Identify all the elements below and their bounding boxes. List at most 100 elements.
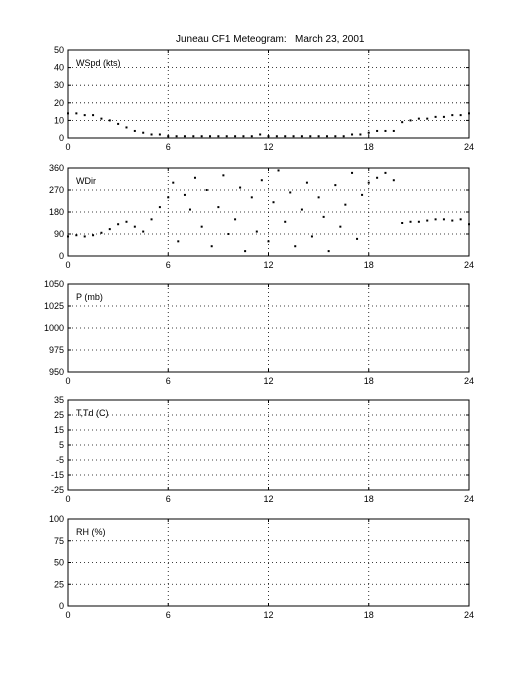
data-point <box>75 234 78 237</box>
data-point <box>217 135 220 138</box>
y-tick-label: 180 <box>49 207 64 217</box>
data-point <box>217 206 220 209</box>
data-point <box>325 135 328 138</box>
data-point <box>210 245 213 248</box>
data-point <box>284 135 287 138</box>
y-tick-label: 40 <box>54 63 64 73</box>
data-point <box>451 114 454 117</box>
data-point <box>442 115 445 118</box>
data-point <box>260 179 263 182</box>
data-point <box>67 235 69 238</box>
x-tick-label: 12 <box>263 494 273 504</box>
y-tick-label: 100 <box>49 514 64 524</box>
data-point <box>459 114 462 117</box>
data-point <box>417 117 420 120</box>
data-point <box>442 218 445 221</box>
data-point <box>250 135 253 138</box>
data-point <box>255 230 258 233</box>
panel-label: P (mb) <box>76 292 103 302</box>
chart-date: March 23, 2001 <box>295 34 365 45</box>
y-tick-label: 25 <box>54 410 64 420</box>
data-point <box>327 250 330 253</box>
data-point <box>67 112 69 115</box>
data-point <box>289 191 292 194</box>
x-tick-label: 24 <box>464 494 474 504</box>
x-tick-label: 12 <box>263 376 273 386</box>
y-tick-label: -5 <box>56 455 64 465</box>
y-tick-label: 15 <box>54 425 64 435</box>
x-tick-label: 24 <box>464 260 474 270</box>
data-point <box>351 171 354 174</box>
data-point <box>392 129 395 132</box>
data-point <box>272 201 275 204</box>
y-tick-label: 50 <box>54 45 64 55</box>
data-point <box>133 129 136 132</box>
data-point <box>142 230 145 233</box>
y-tick-label: 90 <box>54 229 64 239</box>
y-tick-label: 20 <box>54 98 64 108</box>
y-tick-label: 1000 <box>44 323 64 333</box>
y-tick-label: -15 <box>51 470 64 480</box>
data-point <box>451 219 454 222</box>
data-point <box>167 196 170 199</box>
y-tick-label: 360 <box>49 163 64 173</box>
x-tick-label: 6 <box>166 260 171 270</box>
x-tick-label: 0 <box>65 376 70 386</box>
data-point <box>277 169 280 172</box>
data-point <box>284 220 287 223</box>
y-tick-label: 0 <box>59 251 64 261</box>
data-point <box>367 131 370 134</box>
data-point <box>305 181 308 184</box>
y-tick-label: 75 <box>54 536 64 546</box>
data-point <box>310 235 313 238</box>
data-point <box>292 135 295 138</box>
data-point <box>234 218 237 221</box>
data-point <box>158 133 161 136</box>
data-point <box>108 119 111 122</box>
data-point <box>225 135 228 138</box>
data-point <box>300 208 303 211</box>
data-point <box>234 135 237 138</box>
panel-label: T,Td (C) <box>76 408 109 418</box>
data-point <box>92 234 95 237</box>
data-point <box>158 206 161 209</box>
data-point <box>205 189 208 191</box>
data-point <box>172 181 175 184</box>
data-point <box>409 220 412 223</box>
y-tick-label: 975 <box>49 345 64 355</box>
data-point <box>267 135 270 138</box>
panel-label: WSpd (kts) <box>76 58 121 68</box>
x-tick-label: 18 <box>364 142 374 152</box>
data-point <box>117 122 120 125</box>
data-point <box>317 135 320 138</box>
data-point <box>401 121 404 124</box>
data-point <box>317 196 320 199</box>
data-point <box>142 131 145 134</box>
data-point <box>227 233 230 235</box>
data-point <box>83 235 86 238</box>
data-point <box>192 135 195 138</box>
data-point <box>376 129 379 132</box>
data-point <box>339 225 342 228</box>
y-tick-label: 1025 <box>44 301 64 311</box>
data-point <box>108 228 111 231</box>
data-point <box>344 203 347 206</box>
data-point <box>125 220 128 223</box>
data-point <box>417 220 420 223</box>
x-tick-label: 0 <box>65 494 70 504</box>
x-tick-label: 6 <box>166 494 171 504</box>
data-point <box>117 223 120 226</box>
data-point <box>244 250 247 253</box>
data-point <box>239 186 242 189</box>
data-point <box>334 135 337 138</box>
y-tick-label: 950 <box>49 367 64 377</box>
y-tick-label: 50 <box>54 558 64 568</box>
x-tick-label: 12 <box>263 142 273 152</box>
data-point <box>177 240 180 243</box>
data-point <box>167 135 170 138</box>
x-tick-label: 6 <box>166 610 171 620</box>
data-point <box>100 117 103 120</box>
